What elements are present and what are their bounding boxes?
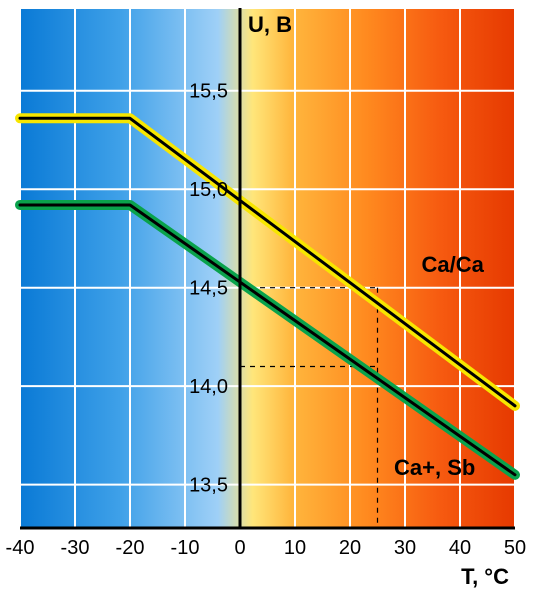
y-tick-label: 13,5: [189, 475, 228, 497]
x-tick-label: -40: [6, 537, 35, 559]
x-tick-label: -20: [116, 537, 145, 559]
x-tick-label: 20: [339, 537, 361, 559]
x-tick-label: 40: [449, 537, 471, 559]
x-tick-label: 10: [284, 537, 306, 559]
battery-voltage-vs-temperature-chart: Ca/Ca Ca+, Sb -40 -30 -20 -10 0 10 20 30 40 50 13,5 1…: [0, 0, 536, 594]
y-tick-label: 15,0: [189, 179, 228, 201]
x-tick-label: 50: [504, 537, 526, 559]
x-axis-title: T, °C: [461, 564, 509, 589]
x-tick-label: -10: [171, 537, 200, 559]
x-tick-label: -30: [61, 537, 90, 559]
y-tick-label: 14,0: [189, 376, 228, 398]
series-label-Ca/Ca: Ca/Ca: [422, 252, 485, 277]
y-tick-label: 14,5: [189, 278, 228, 300]
y-tick-label: 15,5: [189, 81, 228, 103]
x-tick-label: 30: [394, 537, 416, 559]
y-axis-title: U, B: [248, 12, 292, 37]
x-tick-label: 0: [234, 537, 245, 559]
series-label-Ca+Sb: Ca+, Sb: [394, 455, 475, 480]
